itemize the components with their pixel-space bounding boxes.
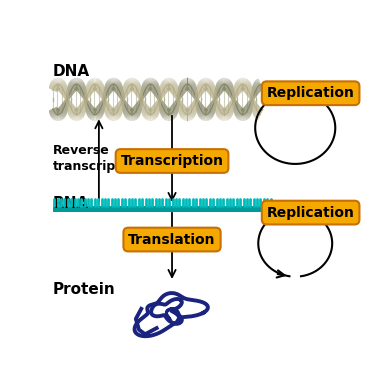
Text: Translation: Translation (128, 232, 216, 247)
FancyBboxPatch shape (53, 206, 272, 212)
Text: Reverse
transcription: Reverse transcription (53, 144, 143, 173)
Text: RNA: RNA (53, 196, 89, 211)
Text: Replication: Replication (267, 86, 355, 100)
Text: Replication: Replication (267, 205, 355, 220)
Text: Protein: Protein (53, 282, 115, 297)
Text: Transcription: Transcription (121, 154, 224, 168)
Text: DNA: DNA (53, 64, 90, 79)
